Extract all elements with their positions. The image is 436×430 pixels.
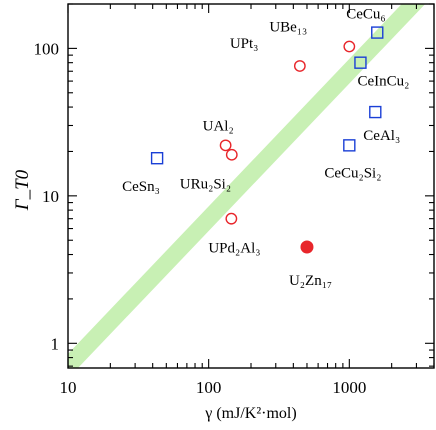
point-label: UBe₁₃: [269, 19, 307, 35]
x-axis-title: γ (mJ/K²·mol): [204, 405, 296, 422]
point-label: UAl₂: [203, 118, 234, 134]
x-tick-label: 1000: [332, 378, 366, 397]
data-point: [354, 56, 367, 69]
y-axis-title: Γ_T0: [12, 169, 33, 211]
data-point: [300, 240, 314, 254]
axis-ticks: 10 100 1000 1 10 100: [34, 3, 435, 397]
data-point: [369, 105, 382, 119]
trend-band-layer: [68, 4, 426, 368]
point-label: CeInCu₂: [357, 74, 409, 90]
trend-band: [68, 4, 426, 368]
data-point: [371, 26, 384, 39]
point-label: CeCu₆: [346, 7, 385, 23]
point-label: CeAl₃: [363, 128, 400, 144]
data-point: [219, 139, 232, 152]
point-label: UPd₂Al₃: [208, 241, 260, 257]
point-label: CeSn₃: [122, 179, 160, 195]
data-points: [150, 26, 384, 254]
point-label: URu₂Si₂: [180, 177, 231, 193]
data-point: [293, 60, 306, 72]
x-tick-label: 10: [60, 378, 77, 397]
data-point: [343, 139, 356, 152]
point-labels: CeCu₆ CeInCu₂ CeAl₃ CeCu₂Si₂ CeSn₃ UBe₁₃ UPt₃ U…: [122, 7, 409, 289]
y-tick-label: 10: [42, 187, 59, 206]
data-point: [343, 40, 356, 53]
point-label: U₂Zn₁₇: [289, 273, 332, 289]
point-label: UPt₃: [230, 36, 259, 52]
data-point: [225, 148, 238, 161]
x-tick-label: 100: [196, 378, 222, 397]
data-point: [225, 212, 238, 225]
y-tick-label: 100: [34, 39, 60, 58]
data-point: [150, 152, 164, 165]
y-tick-label: 1: [51, 334, 60, 353]
point-label: CeCu₂Si₂: [324, 165, 381, 181]
